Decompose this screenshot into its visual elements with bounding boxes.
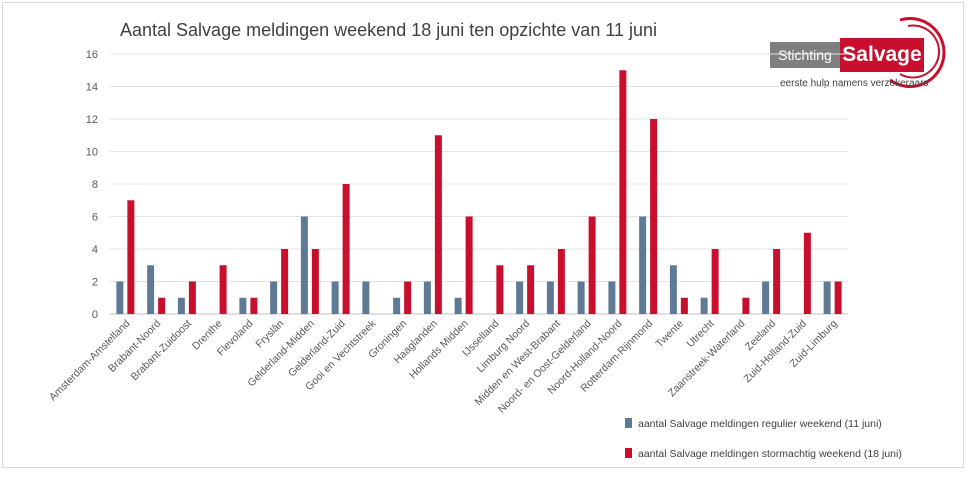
bar-regulier (116, 281, 124, 314)
bar-regulier (177, 297, 185, 314)
bar-regulier (300, 216, 308, 314)
gridlines (110, 53, 848, 315)
y-tick-label: 6 (92, 212, 98, 224)
y-tick-label: 12 (86, 114, 98, 126)
bars (116, 70, 842, 314)
bar-regulier (577, 281, 585, 314)
bar-regulier (239, 297, 247, 314)
y-tick-label: 16 (86, 49, 98, 61)
bar-stormachtig (311, 249, 319, 314)
bar-stormachtig (250, 297, 258, 314)
bar-stormachtig (527, 265, 535, 314)
bar-regulier (546, 281, 554, 314)
bar-stormachtig (680, 297, 688, 314)
bar-stormachtig (557, 249, 565, 314)
legend-label-stormachtig: aantal Salvage meldingen stormachtig wee… (638, 448, 902, 460)
bar-regulier (639, 216, 647, 314)
legend-item-stormachtig: aantal Salvage meldingen stormachtig wee… (625, 448, 902, 468)
bar-regulier (362, 281, 370, 314)
x-tick-label: Twente (654, 318, 687, 351)
bar-regulier (762, 281, 770, 314)
y-tick-label: 8 (92, 179, 98, 191)
legend-swatch-stormachtig (625, 448, 632, 458)
y-tick-label: 14 (86, 82, 98, 94)
salvage-logo: Stichting Salvage eerste hulp namens ver… (770, 14, 950, 94)
logo-ring-icon (889, 17, 946, 88)
bar-stormachtig (281, 249, 289, 314)
logo-stichting: Stichting (770, 42, 840, 68)
bar-regulier (669, 265, 677, 314)
bar-regulier (331, 281, 339, 314)
bar-stormachtig (711, 249, 719, 314)
bar-stormachtig (465, 216, 473, 314)
bar-stormachtig (588, 216, 596, 314)
legend-swatch-regulier (625, 418, 632, 428)
bar-stormachtig (496, 265, 504, 314)
y-tick-label: 0 (92, 309, 98, 321)
bar-regulier (823, 281, 831, 314)
y-tick-label: 10 (86, 147, 98, 159)
bar-stormachtig (834, 281, 842, 314)
y-tick-label: 2 (92, 277, 98, 289)
bar-stormachtig (619, 70, 627, 314)
bar-regulier (454, 297, 462, 314)
bar-stormachtig (158, 297, 166, 314)
bar-stormachtig (773, 249, 781, 314)
legend-item-regulier: aantal Salvage meldingen regulier weeken… (625, 418, 902, 438)
bar-stormachtig (434, 135, 442, 314)
chart-title: Aantal Salvage meldingen weekend 18 juni… (120, 20, 658, 40)
bar-regulier (147, 265, 155, 314)
bar-stormachtig (127, 200, 135, 314)
y-tick-label: 4 (92, 244, 98, 256)
bar-regulier (393, 297, 401, 314)
bar-regulier (423, 281, 431, 314)
logo-tagline: eerste hulp namens verzekeraars (780, 78, 929, 89)
bar-stormachtig (742, 297, 750, 314)
bar-regulier (516, 281, 524, 314)
bar-stormachtig (803, 232, 811, 314)
legend: aantal Salvage meldingen regulier weeken… (625, 418, 902, 478)
legend-label-regulier: aantal Salvage meldingen regulier weeken… (638, 418, 882, 430)
bar-regulier (608, 281, 616, 314)
bar-regulier (270, 281, 278, 314)
chart-frame (2, 2, 964, 468)
x-axis: Amsterdam-AmstellandBrabant-NoordBrabant… (47, 317, 840, 416)
bar-stormachtig (404, 281, 412, 314)
logo-salvage: Salvage (840, 38, 924, 72)
bar-stormachtig (188, 281, 196, 314)
bar-stormachtig (219, 265, 227, 314)
bar-stormachtig (650, 119, 658, 314)
bar-regulier (700, 297, 708, 314)
y-axis: 0 2 4 6 8 10 12 14 16 (86, 49, 98, 321)
bar-stormachtig (342, 184, 350, 314)
